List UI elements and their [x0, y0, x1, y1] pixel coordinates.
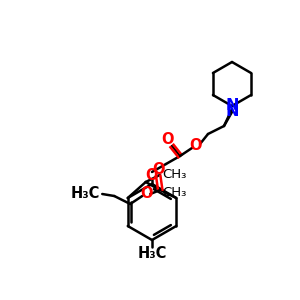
- Text: O: O: [146, 169, 158, 184]
- Text: N: N: [225, 104, 239, 119]
- Text: CH₃: CH₃: [162, 167, 186, 181]
- Text: O: O: [190, 139, 202, 154]
- Text: H₃C: H₃C: [137, 247, 167, 262]
- Text: N: N: [225, 98, 239, 113]
- Text: CH₃: CH₃: [162, 185, 186, 199]
- Text: O: O: [162, 131, 174, 146]
- Text: H₃C: H₃C: [71, 187, 100, 202]
- Text: O: O: [140, 187, 152, 202]
- Text: O: O: [152, 163, 164, 178]
